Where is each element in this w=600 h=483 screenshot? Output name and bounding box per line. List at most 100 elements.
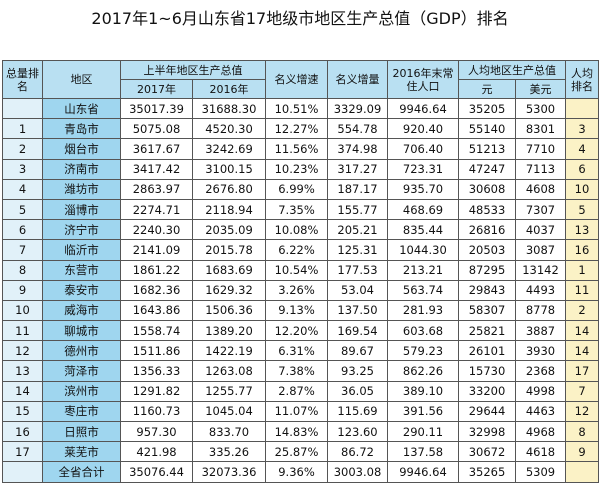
table-cell: 3329.09	[327, 97, 388, 120]
table-cell: 3	[2, 158, 43, 180]
table-cell: 155.77	[327, 198, 388, 221]
table-row: 4 潍坊市 2863.97 2676.80 6.99% 187.17 935.70 30608…	[2, 178, 599, 200]
table-cell: 421.98	[120, 441, 193, 463]
table-cell: 4608	[515, 178, 566, 200]
table-cell: 10.54%	[265, 259, 328, 281]
table-cell: 26101	[458, 340, 516, 362]
table-cell: 13142	[515, 259, 566, 281]
table-cell: 833.70	[192, 420, 266, 443]
table-cell: 7307	[515, 198, 566, 221]
table-cell: 1558.74	[120, 320, 193, 342]
table-cell: 16	[565, 239, 599, 261]
gdp-table: 总量排名 地区 上半年地区生产总值 名义增速 名义增量 2016年末常住人口 人…	[2, 60, 599, 483]
table-cell: 1044.30	[387, 239, 459, 261]
table-cell: 4618	[515, 441, 566, 463]
table-cell: 205.21	[327, 219, 388, 241]
table-cell: 3.26%	[265, 279, 328, 301]
table-cell: 4493	[515, 279, 566, 301]
table-cell: 47247	[458, 158, 516, 180]
table-cell: 1389.20	[192, 320, 266, 342]
table-cell: 2	[565, 299, 599, 322]
table-cell: 16	[2, 420, 43, 443]
table-cell: 20503	[458, 239, 516, 261]
table-cell: 14	[565, 340, 599, 362]
table-row: 7 临沂市 2141.09 2015.78 6.22% 125.31 1044.30 2050…	[2, 239, 599, 261]
table-row: 1 青岛市 5075.08 4520.30 12.27% 554.78 920.40 5514…	[2, 118, 599, 140]
table-cell	[565, 97, 599, 120]
table-cell: 25821	[458, 320, 516, 342]
table-cell: 3887	[515, 320, 566, 342]
table-cell: 7113	[515, 158, 566, 180]
table-cell: 4	[2, 178, 43, 200]
table-cell: 87295	[458, 259, 516, 281]
table-cell: 55140	[458, 118, 516, 140]
table-cell: 威海市	[42, 299, 121, 322]
table-cell: 957.30	[120, 420, 193, 443]
table-cell: 281.93	[387, 299, 459, 322]
table-cell: 1643.86	[120, 299, 193, 322]
table-cell: 137.50	[327, 299, 388, 322]
table-cell: 920.40	[387, 118, 459, 140]
table-cell: 10.23%	[265, 158, 328, 180]
table-cell: 53.04	[327, 279, 388, 301]
table-cell: 11.56%	[265, 138, 328, 160]
table-cell: 25.87%	[265, 441, 328, 463]
table-cell: 潍坊市	[42, 178, 121, 200]
header-cell: 地区	[42, 60, 121, 99]
header-cell: 人均地区生产总值	[458, 60, 566, 80]
table-cell: 93.25	[327, 360, 388, 382]
table-cell: 3	[565, 118, 599, 140]
table-cell	[565, 461, 599, 483]
table-row: 14 滨州市 1291.82 1255.77 2.87% 36.05 389.10 33200…	[2, 380, 599, 402]
table-cell: 1263.08	[192, 360, 266, 382]
table-cell: 9.13%	[265, 299, 328, 322]
table-cell: 89.67	[327, 340, 388, 362]
table-cell: 835.44	[387, 219, 459, 241]
table-row: 9 泰安市 1682.36 1629.32 3.26% 53.04 563.74 29843 4…	[2, 279, 599, 301]
table-cell: 5309	[515, 461, 566, 483]
table-cell: 全省合计	[42, 461, 121, 483]
table-cell: 935.70	[387, 178, 459, 200]
table-cell: 35076.44	[120, 461, 193, 483]
header-cell: 人均排名	[565, 60, 599, 99]
table-cell: 2118.94	[192, 198, 266, 221]
table-cell: 8778	[515, 299, 566, 322]
table-cell: 1422.19	[192, 340, 266, 362]
table-cell: 1511.86	[120, 340, 193, 362]
table-cell: 1	[2, 118, 43, 140]
table-cell: 9946.64	[387, 461, 459, 483]
table-cell: 554.78	[327, 118, 388, 140]
table-cell: 11.07%	[265, 400, 328, 423]
table-cell: 2141.09	[120, 239, 193, 261]
table-cell: 2863.97	[120, 178, 193, 200]
table-cell: 6.22%	[265, 239, 328, 261]
table-row: 12 德州市 1511.86 1422.19 6.31% 89.67 579.23 26101…	[2, 340, 599, 362]
table-cell: 9	[565, 441, 599, 463]
table-cell: 12.20%	[265, 320, 328, 342]
table-cell	[2, 97, 43, 120]
table-row: 15 枣庄市 1160.73 1045.04 11.07% 115.69 391.56 296…	[2, 400, 599, 423]
table-cell: 563.74	[387, 279, 459, 301]
table-cell: 13	[565, 219, 599, 241]
table-cell: 11	[2, 320, 43, 342]
table-cell: 1683.69	[192, 259, 266, 281]
table-cell: 3100.15	[192, 158, 266, 180]
table-cell: 济南市	[42, 158, 121, 180]
table-cell: 317.27	[327, 158, 388, 180]
table-cell: 723.31	[387, 158, 459, 180]
table-cell: 1506.36	[192, 299, 266, 322]
table-cell: 德州市	[42, 340, 121, 362]
table-cell: 29644	[458, 400, 516, 423]
table-row: 全省合计 35076.44 32073.36 9.36% 3003.08 9946.64 3…	[2, 461, 599, 483]
table-cell	[2, 461, 43, 483]
table-cell: 2240.30	[120, 219, 193, 241]
table-cell: 13	[2, 360, 43, 382]
table-cell: 468.69	[387, 198, 459, 221]
table-cell: 58307	[458, 299, 516, 322]
table-row: 山东省 35017.39 31688.30 10.51% 3329.09 9946.64 3…	[2, 97, 599, 120]
table-cell: 2.87%	[265, 380, 328, 402]
table-cell: 10	[2, 299, 43, 322]
table-cell: 4463	[515, 400, 566, 423]
table-cell: 3617.67	[120, 138, 193, 160]
